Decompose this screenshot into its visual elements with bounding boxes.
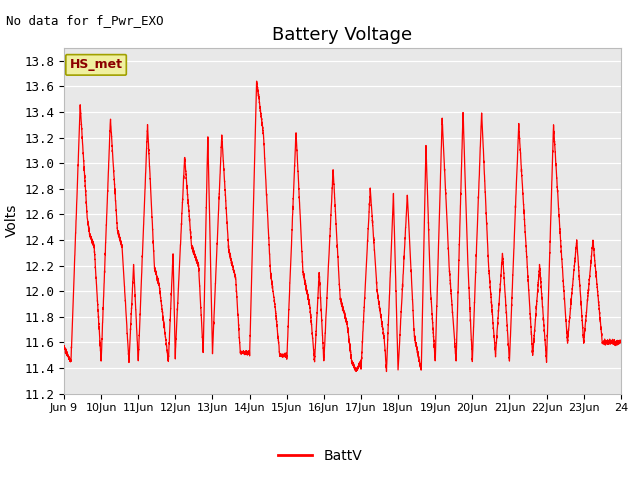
Text: No data for f_Pwr_EXO: No data for f_Pwr_EXO [6, 14, 164, 27]
Legend: BattV: BattV [272, 443, 368, 468]
Text: HS_met: HS_met [70, 59, 123, 72]
Title: Battery Voltage: Battery Voltage [273, 25, 412, 44]
Y-axis label: Volts: Volts [4, 204, 19, 238]
